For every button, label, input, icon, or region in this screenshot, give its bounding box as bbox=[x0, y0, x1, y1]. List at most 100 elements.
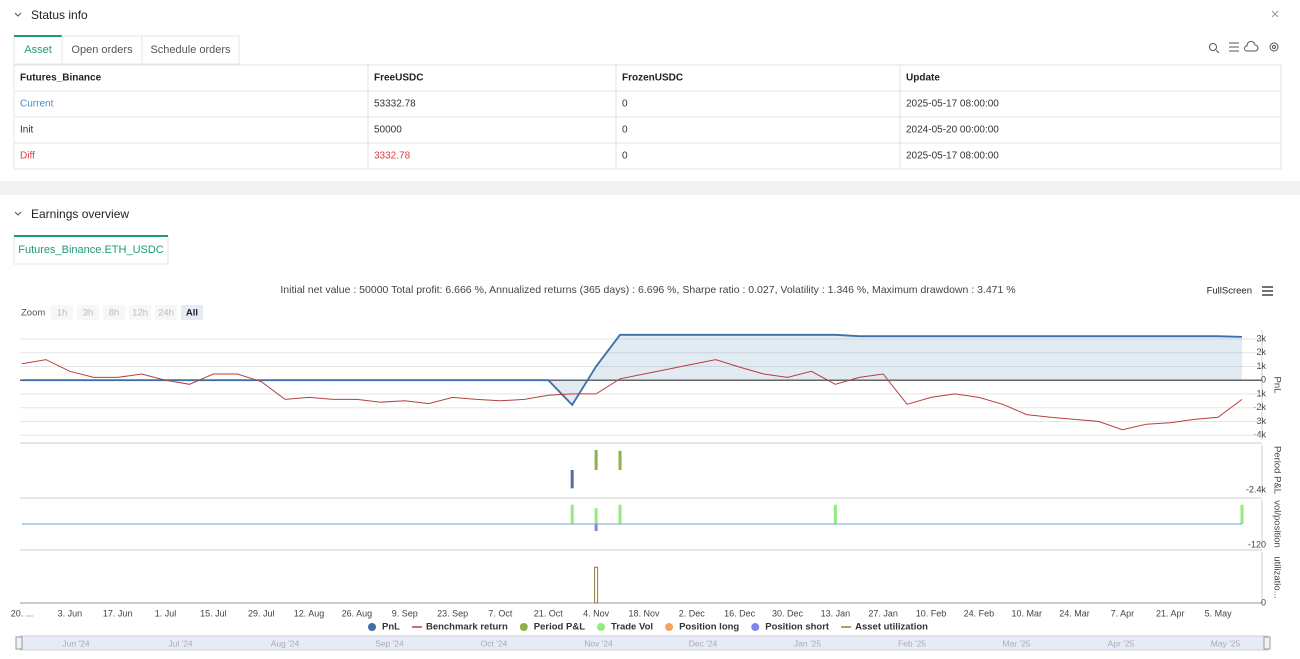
area bbox=[22, 334, 1242, 405]
navigator-handle[interactable] bbox=[1263, 636, 1271, 650]
zoom-button[interactable] bbox=[51, 305, 73, 320]
table-header: Futures_Binance bbox=[20, 73, 102, 84]
navigator-label: Dec '24 bbox=[689, 638, 718, 648]
x-tick-label: 7. Oct bbox=[488, 608, 513, 618]
x-tick-label: 2. Dec bbox=[679, 608, 706, 618]
legend-label[interactable]: Position long bbox=[679, 622, 739, 633]
table-header: Update bbox=[906, 73, 940, 84]
navigator-label: Oct '24 bbox=[481, 638, 508, 648]
collapse-icon[interactable] bbox=[1271, 10, 1279, 18]
tab[interactable] bbox=[141, 35, 240, 65]
menu-icon[interactable] bbox=[1262, 286, 1273, 296]
y-tick-label: 0 bbox=[1261, 597, 1266, 607]
legend-marker bbox=[368, 623, 376, 631]
tab-label[interactable]: Schedule orders bbox=[150, 44, 231, 56]
y-axis-title: Period P&L bbox=[1271, 446, 1282, 494]
table-cell: 0 bbox=[622, 125, 628, 136]
zoom-button[interactable] bbox=[77, 305, 99, 320]
legend-label[interactable]: Period P&L bbox=[534, 622, 585, 633]
navigator-label: Jun '24 bbox=[62, 638, 89, 648]
table-header: FrozenUSDC bbox=[622, 73, 683, 84]
fullscreen-button[interactable]: FullScreen bbox=[1207, 286, 1252, 297]
x-tick-label: 30. Dec bbox=[772, 608, 804, 618]
summary: Initial net value : 50000 Total profit: … bbox=[280, 284, 1015, 296]
navigator-label: Mar '25 bbox=[1002, 638, 1030, 648]
legend-label[interactable]: PnL bbox=[382, 622, 400, 633]
table-cell: Diff bbox=[20, 151, 35, 162]
table-cell: 2025-05-17 08:00:00 bbox=[906, 151, 999, 162]
bar bbox=[618, 450, 622, 470]
section-title: Earnings overview bbox=[31, 207, 129, 221]
tab[interactable] bbox=[13, 235, 169, 265]
x-tick-label: 29. Jul bbox=[248, 608, 275, 618]
zoom-button-label[interactable]: 24h bbox=[158, 308, 174, 319]
y-axis-title: utilizatio... bbox=[1271, 556, 1282, 598]
x-tick-label: 21. Oct bbox=[534, 608, 564, 618]
x-tick-label: 15. Jul bbox=[200, 608, 227, 618]
x-tick-label: 24. Mar bbox=[1059, 608, 1090, 618]
zoom-button-label[interactable]: 8h bbox=[109, 308, 120, 319]
navigator-handle[interactable] bbox=[15, 636, 23, 650]
x-tick-label: 17. Jun bbox=[103, 608, 133, 618]
toolbar-icons[interactable] bbox=[1209, 41, 1279, 54]
zoom-button[interactable] bbox=[181, 305, 203, 320]
y-tick-label: -2k bbox=[1253, 402, 1266, 412]
bar bbox=[1240, 504, 1244, 524]
series-line bbox=[22, 333, 1243, 407]
tab-label[interactable]: Futures_Binance.ETH_USDC bbox=[18, 244, 164, 256]
y-tick-label: -1k bbox=[1253, 388, 1266, 398]
zoom-button[interactable] bbox=[129, 305, 151, 320]
x-tick-label: 21. Apr bbox=[1156, 608, 1185, 618]
legend-label[interactable]: Position short bbox=[765, 622, 830, 633]
section-title: Status info bbox=[31, 8, 88, 22]
zoom-label: Zoom bbox=[21, 308, 45, 319]
bar bbox=[833, 504, 837, 524]
tab[interactable] bbox=[61, 35, 143, 65]
zoom-button-label[interactable]: 1h bbox=[57, 308, 68, 319]
x-tick-label: 9. Sep bbox=[392, 608, 418, 618]
chevron[interactable] bbox=[14, 12, 22, 17]
navigator-label: Apr '25 bbox=[1108, 638, 1135, 648]
x-tick-label: 10. Feb bbox=[916, 608, 947, 618]
x-tick-label: 27. Jan bbox=[868, 608, 898, 618]
y-axis-title: PnL bbox=[1271, 377, 1282, 394]
table-cell: 3332.78 bbox=[374, 151, 411, 162]
legend-marker bbox=[665, 623, 674, 631]
y-tick-label: 2k bbox=[1256, 347, 1266, 357]
zoom-button[interactable] bbox=[103, 305, 125, 320]
tab[interactable] bbox=[13, 35, 63, 65]
table-cell: 50000 bbox=[374, 125, 402, 136]
x-tick-label: 26. Aug bbox=[342, 608, 373, 618]
legend-marker bbox=[519, 623, 528, 631]
y-tick-label: -2.4k bbox=[1246, 484, 1267, 494]
x-tick-label: 16. Dec bbox=[724, 608, 756, 618]
y-tick-label: 3k bbox=[1256, 333, 1266, 343]
y-axis-title: vol/position bbox=[1271, 500, 1282, 548]
bar bbox=[594, 566, 599, 604]
x-tick-label: 5. May bbox=[1205, 608, 1233, 618]
separator bbox=[0, 181, 1300, 195]
legend-label[interactable]: Asset utilization bbox=[855, 622, 928, 633]
zoom-button-label[interactable]: All bbox=[186, 308, 198, 319]
chevron[interactable] bbox=[14, 211, 22, 216]
tab-label[interactable]: Open orders bbox=[71, 44, 133, 56]
bar bbox=[570, 470, 574, 489]
legend-label[interactable]: Trade Vol bbox=[611, 622, 653, 633]
zoom-button-label[interactable]: 12h bbox=[132, 308, 148, 319]
x-tick-label: 12. Aug bbox=[294, 608, 325, 618]
x-tick-label: 10. Mar bbox=[1011, 608, 1042, 618]
bar bbox=[618, 504, 622, 524]
x-tick-label: 18. Nov bbox=[628, 608, 660, 618]
navigator-label: Nov '24 bbox=[584, 638, 613, 648]
navigator-label: Jan '25 bbox=[794, 638, 821, 648]
legend-label[interactable]: Benchmark return bbox=[426, 622, 508, 633]
tab-label[interactable]: Asset bbox=[24, 44, 52, 56]
navigator[interactable] bbox=[19, 635, 1269, 651]
navigator-label: Sep '24 bbox=[375, 638, 404, 648]
zoom-button-label[interactable]: 3h bbox=[83, 308, 94, 319]
zoom-button[interactable] bbox=[155, 305, 177, 320]
bar bbox=[594, 508, 598, 524]
table-cell: 0 bbox=[622, 151, 628, 162]
x-tick-label: 23. Sep bbox=[437, 608, 468, 618]
x-tick-label: 4. Nov bbox=[583, 608, 610, 618]
